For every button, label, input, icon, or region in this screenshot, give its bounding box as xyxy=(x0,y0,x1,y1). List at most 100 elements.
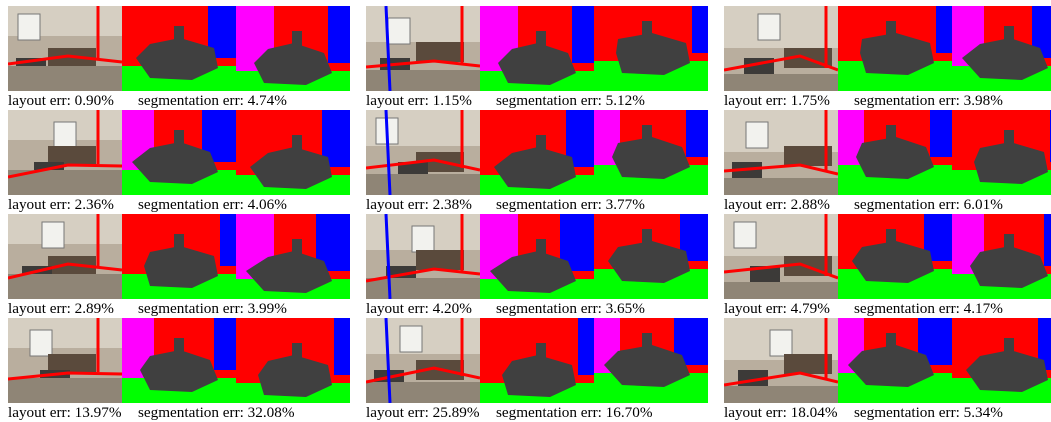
segmentation-error: segmentation err: 5.34% xyxy=(854,404,1051,422)
segmentation-error-label: segmentation err: xyxy=(138,404,244,421)
panel-caption: layout err: 13.97% segmentation err: 32.0… xyxy=(8,404,358,422)
figure-panel: layout err: 1.75% segmentation err: 3.98% xyxy=(724,6,1051,110)
segmentation-error: segmentation err: 4.74% xyxy=(138,92,358,110)
layout-error-value: 13.97% xyxy=(74,404,122,421)
predicted-segmentation-image xyxy=(594,110,708,195)
segmentation-error-label: segmentation err: xyxy=(496,300,602,317)
layout-error: layout err: 2.89% xyxy=(8,300,138,318)
segmentation-error: segmentation err: 3.99% xyxy=(138,300,358,318)
ground-truth-segmentation-image xyxy=(122,318,236,403)
panel-caption: layout err: 1.15% segmentation err: 5.12% xyxy=(366,92,716,110)
predicted-segmentation-image xyxy=(594,318,708,403)
layout-error-label: layout err: xyxy=(366,300,429,317)
layout-error-label: layout err: xyxy=(8,92,71,109)
segmentation-error: segmentation err: 3.65% xyxy=(496,300,716,318)
ground-truth-segmentation-image xyxy=(480,6,594,91)
layout-error: layout err: 2.88% xyxy=(724,196,854,214)
input-photo-image xyxy=(8,318,122,403)
panel-caption: layout err: 4.79% segmentation err: 4.17% xyxy=(724,300,1051,318)
segmentation-error-value: 4.06% xyxy=(247,196,287,213)
segmentation-error-label: segmentation err: xyxy=(854,404,960,421)
layout-error: layout err: 2.36% xyxy=(8,196,138,214)
segmentation-error-label: segmentation err: xyxy=(854,300,960,317)
ground-truth-segmentation-image xyxy=(480,318,594,403)
panel-caption: layout err: 0.90% segmentation err: 4.74% xyxy=(8,92,358,110)
segmentation-error: segmentation err: 4.17% xyxy=(854,300,1051,318)
predicted-segmentation-image xyxy=(952,318,1051,403)
layout-error-label: layout err: xyxy=(724,404,787,421)
layout-error-value: 2.88% xyxy=(790,196,830,213)
figure-panel: layout err: 4.79% segmentation err: 4.17% xyxy=(724,214,1051,318)
segmentation-error: segmentation err: 32.08% xyxy=(138,404,358,422)
layout-error-value: 2.36% xyxy=(74,196,114,213)
segmentation-error-value: 32.08% xyxy=(247,404,295,421)
layout-error: layout err: 13.97% xyxy=(8,404,138,422)
segmentation-error: segmentation err: 3.98% xyxy=(854,92,1051,110)
figure-panel: layout err: 13.97% segmentation err: 32.0… xyxy=(8,318,358,422)
layout-error-label: layout err: xyxy=(366,404,429,421)
predicted-segmentation-image xyxy=(594,6,708,91)
layout-error-value: 18.04% xyxy=(790,404,838,421)
panel-caption: layout err: 2.89% segmentation err: 3.99% xyxy=(8,300,358,318)
ground-truth-segmentation-image xyxy=(480,110,594,195)
input-photo-image xyxy=(8,214,122,299)
segmentation-error-value: 3.77% xyxy=(605,196,645,213)
layout-error-label: layout err: xyxy=(724,196,787,213)
predicted-segmentation-image xyxy=(236,110,350,195)
panel-caption: layout err: 2.38% segmentation err: 3.77% xyxy=(366,196,716,214)
figure-panel: layout err: 18.04% segmentation err: 5.34… xyxy=(724,318,1051,422)
input-photo-image xyxy=(724,110,838,195)
predicted-segmentation-image xyxy=(594,214,708,299)
input-photo-image xyxy=(366,318,480,403)
segmentation-error: segmentation err: 6.01% xyxy=(854,196,1051,214)
predicted-segmentation-image xyxy=(236,214,350,299)
layout-error-value: 2.89% xyxy=(74,300,114,317)
layout-error-label: layout err: xyxy=(366,92,429,109)
segmentation-error: segmentation err: 5.12% xyxy=(496,92,716,110)
input-photo-image xyxy=(724,6,838,91)
ground-truth-segmentation-image xyxy=(838,6,952,91)
layout-error: layout err: 4.20% xyxy=(366,300,496,318)
input-photo-image xyxy=(366,6,480,91)
segmentation-error-label: segmentation err: xyxy=(496,92,602,109)
segmentation-error-value: 3.98% xyxy=(963,92,1003,109)
segmentation-error: segmentation err: 3.77% xyxy=(496,196,716,214)
figure-panel: layout err: 1.15% segmentation err: 5.12% xyxy=(366,6,716,110)
layout-error-value: 1.75% xyxy=(790,92,830,109)
ground-truth-segmentation-image xyxy=(838,318,952,403)
input-photo-image xyxy=(366,110,480,195)
segmentation-error-value: 3.65% xyxy=(605,300,645,317)
panel-caption: layout err: 18.04% segmentation err: 5.34… xyxy=(724,404,1051,422)
layout-error: layout err: 0.90% xyxy=(8,92,138,110)
layout-error-label: layout err: xyxy=(8,404,71,421)
figure-panel: layout err: 4.20% segmentation err: 3.65% xyxy=(366,214,716,318)
figure-panel: layout err: 2.38% segmentation err: 3.77% xyxy=(366,110,716,214)
input-photo-image xyxy=(8,6,122,91)
segmentation-error-value: 3.99% xyxy=(247,300,287,317)
ground-truth-segmentation-image xyxy=(122,214,236,299)
panel-caption: layout err: 1.75% segmentation err: 3.98% xyxy=(724,92,1051,110)
predicted-segmentation-image xyxy=(952,214,1051,299)
layout-error-label: layout err: xyxy=(8,300,71,317)
figure-panel: layout err: 2.36% segmentation err: 4.06% xyxy=(8,110,358,214)
layout-error-value: 4.20% xyxy=(432,300,472,317)
layout-error-label: layout err: xyxy=(724,300,787,317)
layout-error-label: layout err: xyxy=(8,196,71,213)
ground-truth-segmentation-image xyxy=(480,214,594,299)
segmentation-error-label: segmentation err: xyxy=(138,300,244,317)
ground-truth-segmentation-image xyxy=(122,110,236,195)
panel-caption: layout err: 25.89% segmentation err: 16.7… xyxy=(366,404,716,422)
layout-error: layout err: 1.75% xyxy=(724,92,854,110)
ground-truth-segmentation-image xyxy=(838,214,952,299)
segmentation-error-label: segmentation err: xyxy=(138,92,244,109)
layout-error-value: 4.79% xyxy=(790,300,830,317)
layout-error: layout err: 4.79% xyxy=(724,300,854,318)
input-photo-image xyxy=(724,214,838,299)
ground-truth-segmentation-image xyxy=(838,110,952,195)
layout-error: layout err: 1.15% xyxy=(366,92,496,110)
segmentation-error-value: 5.34% xyxy=(963,404,1003,421)
panel-caption: layout err: 2.36% segmentation err: 4.06% xyxy=(8,196,358,214)
figure-panel: layout err: 2.89% segmentation err: 3.99% xyxy=(8,214,358,318)
predicted-segmentation-image xyxy=(236,6,350,91)
